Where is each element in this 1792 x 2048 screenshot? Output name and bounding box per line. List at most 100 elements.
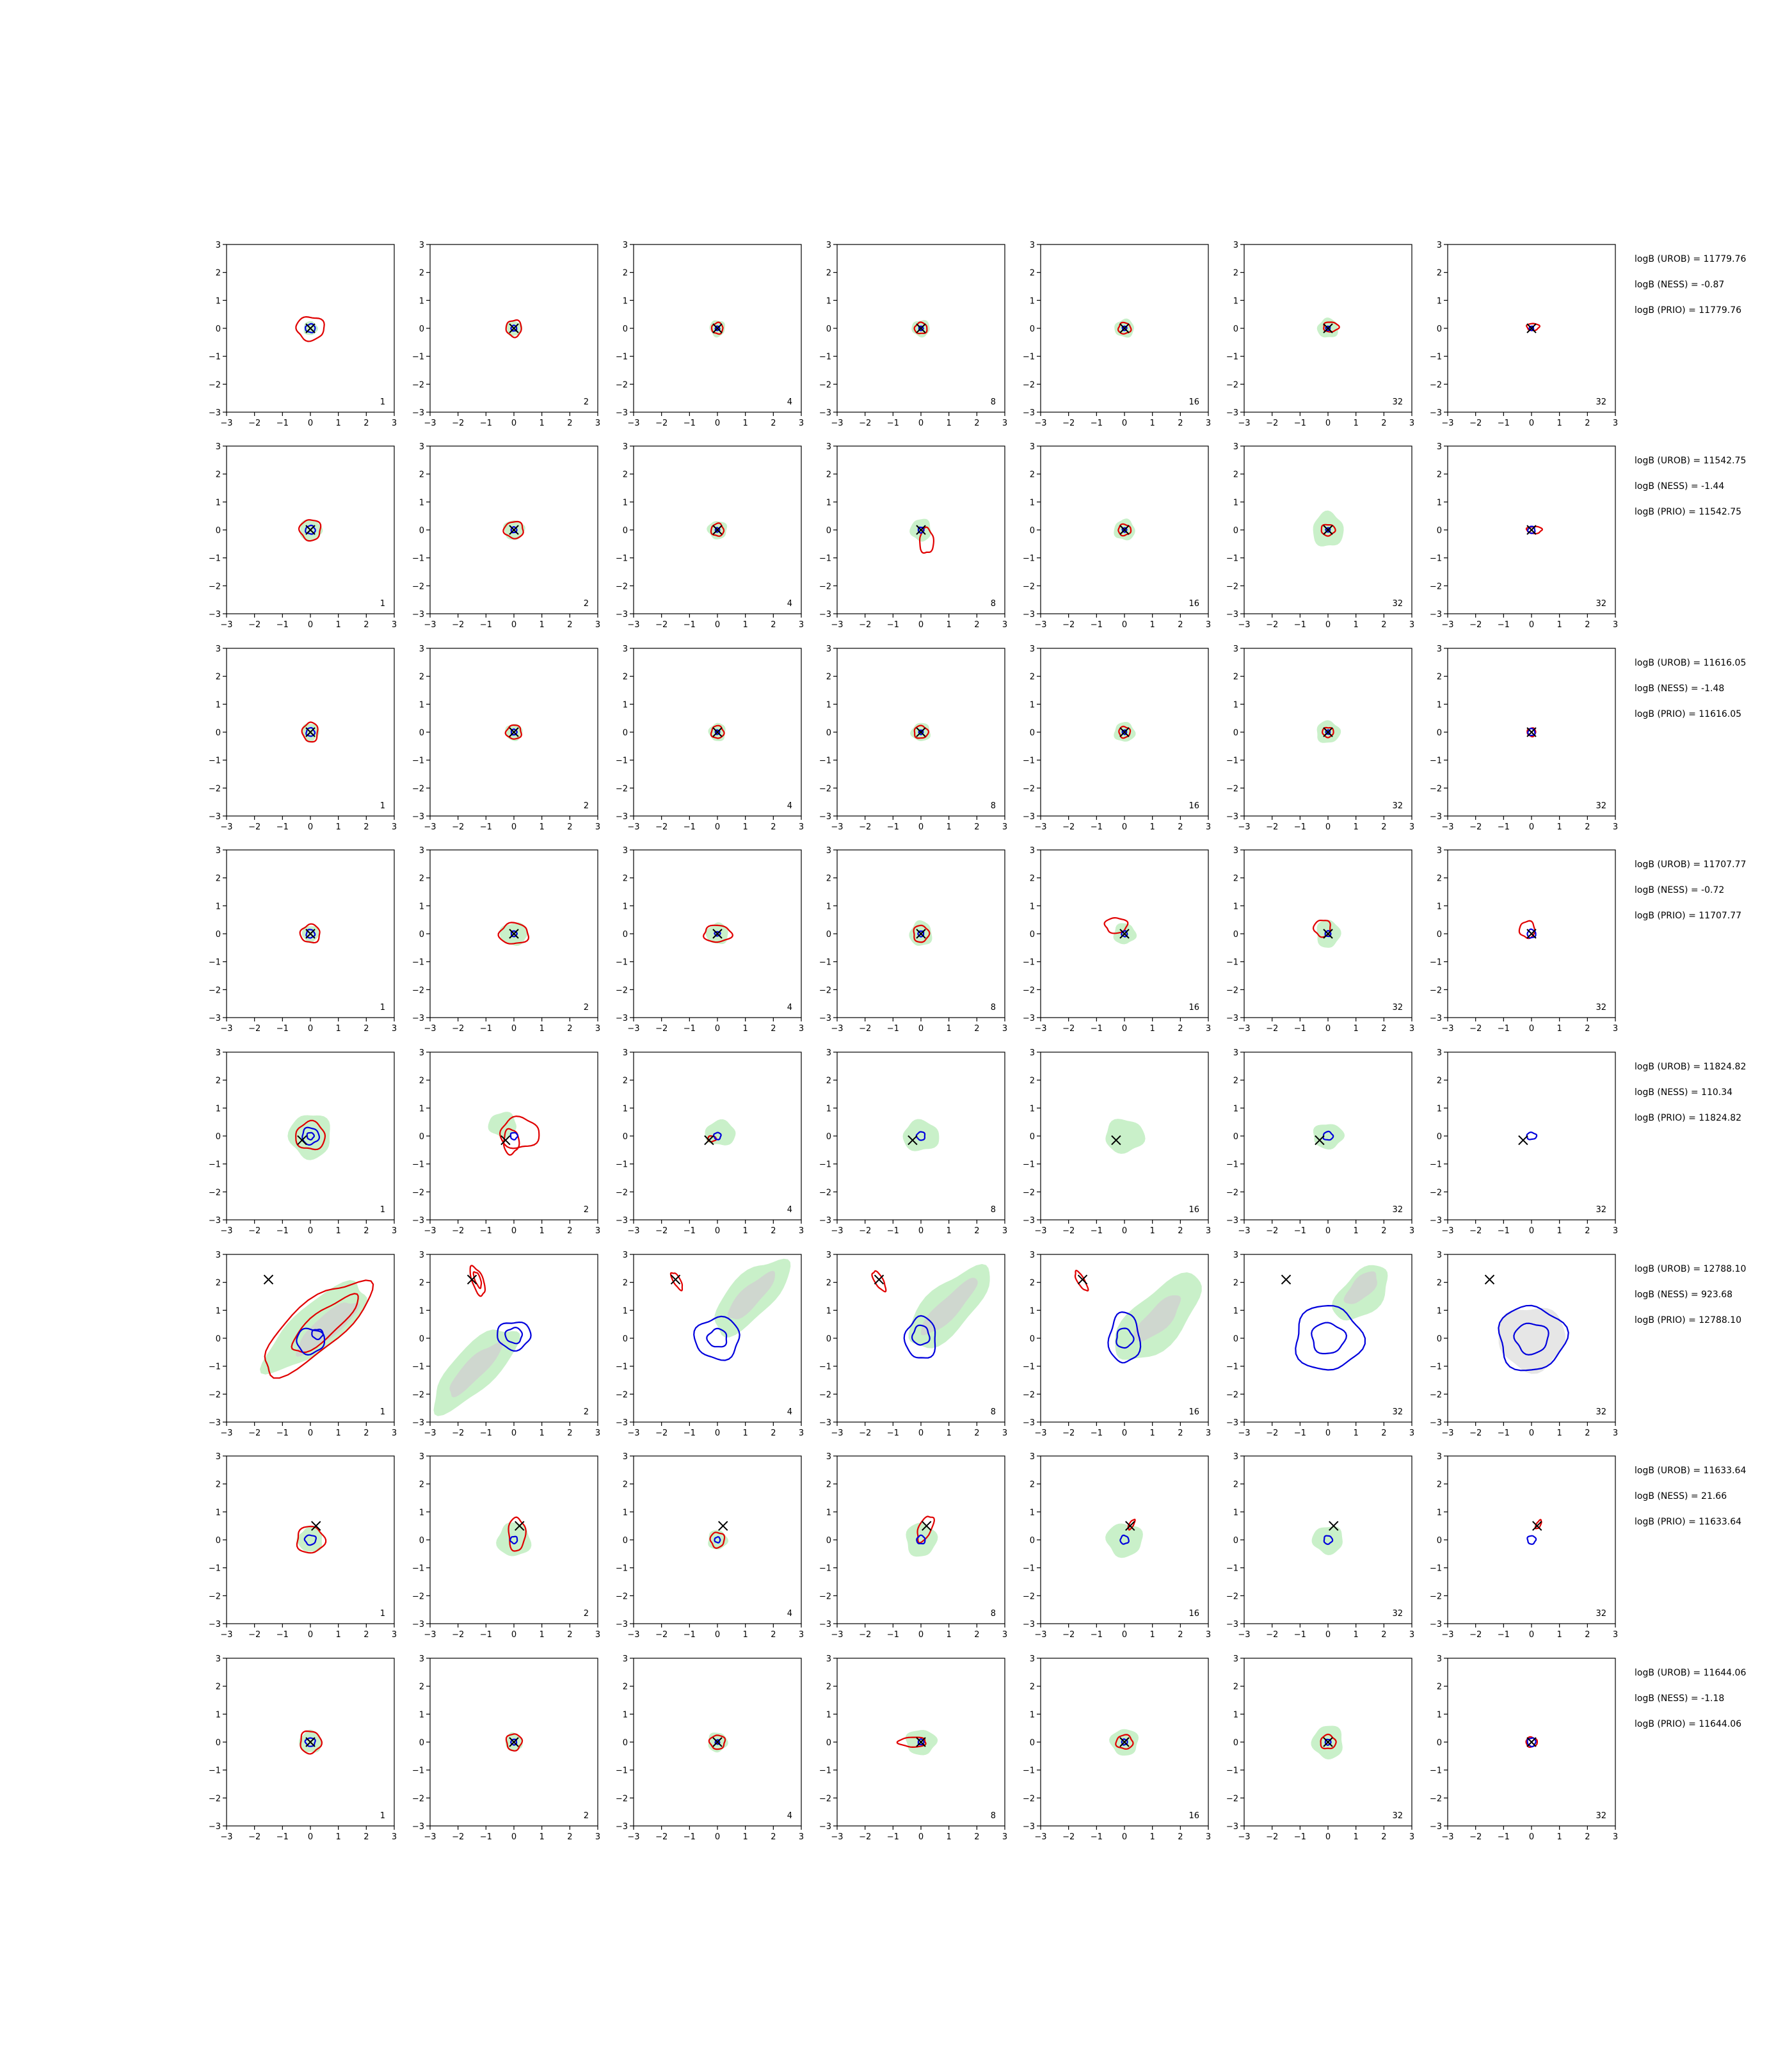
y-tick-label: −3	[819, 408, 831, 418]
y-tick-label: 3	[419, 1452, 424, 1462]
y-tick-label: 3	[1233, 1048, 1238, 1058]
y-tick-label: −2	[412, 1794, 424, 1804]
x-tick-label: −1	[480, 419, 492, 428]
blue-contour	[1526, 1737, 1537, 1748]
x-tick-label: 3	[1206, 1428, 1211, 1438]
y-tick-label: −1	[1430, 353, 1442, 362]
row-stat-1: logB (UROB) = 11644.06	[1635, 1668, 1746, 1678]
y-tick-label: 1	[1437, 1710, 1442, 1720]
y-tick-label: 2	[826, 1279, 831, 1288]
x-tick-label: 0	[308, 620, 313, 630]
y-tick-label: 3	[419, 1048, 424, 1058]
y-tick-label: −2	[616, 1592, 628, 1601]
red-contour	[1117, 321, 1132, 335]
red-contour	[1117, 523, 1132, 537]
x-tick-label: 2	[364, 1024, 369, 1034]
y-tick-label: −1	[1226, 756, 1238, 766]
x-tick-label: 0	[511, 1024, 516, 1034]
y-tick-label: 1	[1233, 498, 1238, 508]
true-value-marker	[916, 525, 926, 535]
x-tick-label: −1	[276, 1226, 289, 1236]
subplot-r4-c6: −3−3 −2 −2 −1 −1 0 0 1 1 2 2 3 3 32	[1226, 846, 1414, 1034]
x-tick-label: 2	[1381, 1428, 1386, 1438]
row-stat-2: logB (NESS) = 21.66	[1635, 1491, 1727, 1501]
blue-contour	[305, 524, 316, 535]
y-tick-label: −2	[1023, 1794, 1035, 1804]
panel-corner-label: 16	[1188, 1205, 1199, 1215]
y-tick-label: 1	[623, 902, 628, 911]
x-tick-label: 2	[771, 419, 776, 428]
x-tick-label: 2	[1178, 1630, 1183, 1640]
x-tick-label: 2	[1381, 620, 1386, 630]
y-tick-label: −2	[1430, 1794, 1442, 1804]
subplot-r2-c7: −3−3 −2 −2 −1 −1 0 0 1 1 2 2 3 3 32	[1430, 442, 1618, 630]
blue-contour	[916, 1534, 926, 1545]
true-value-marker	[509, 929, 519, 939]
x-tick-label: −1	[684, 1630, 696, 1640]
x-tick-label: 3	[1002, 620, 1007, 630]
y-tick-label: −3	[616, 610, 628, 620]
y-tick-label: 0	[623, 324, 628, 334]
x-tick-label: 0	[1122, 1630, 1127, 1640]
x-tick-label: −3	[424, 620, 436, 630]
plot-area	[430, 1052, 598, 1220]
row-stat-1: logB (UROB) = 11779.76	[1635, 254, 1746, 264]
y-tick-label: 3	[1030, 1452, 1035, 1462]
x-tick-label: 2	[1381, 1226, 1386, 1236]
subplot-r5-c1: −3−3 −2 −2 −1 −1 0 0 1 1 2 2 3 3 1	[209, 1048, 397, 1236]
x-tick-label: −1	[480, 1630, 492, 1640]
subplot-r8-c6: −3−3 −2 −2 −1 −1 0 0 1 1 2 2 3 3 32	[1226, 1654, 1414, 1842]
y-tick-label: 1	[1030, 1710, 1035, 1720]
y-tick-label: −3	[209, 1822, 221, 1832]
x-tick-label: 1	[1150, 1832, 1155, 1842]
y-tick-label: 0	[216, 1738, 221, 1748]
x-tick-label: 3	[799, 1428, 804, 1438]
blue-contour	[1526, 1535, 1537, 1545]
y-tick-label: −1	[412, 353, 424, 362]
x-tick-label: 1	[947, 1226, 952, 1236]
blue-contour	[1323, 1535, 1334, 1546]
x-tick-label: −1	[1498, 1024, 1510, 1034]
x-tick-label: −3	[1441, 1832, 1453, 1842]
y-tick-label: −3	[412, 1216, 424, 1226]
subplot-r8-c2: −3−3 −2 −2 −1 −1 0 0 1 1 2 2 3 3 2	[412, 1654, 600, 1842]
panel-corner-label: 32	[1596, 801, 1606, 811]
true-value-marker	[1323, 525, 1333, 535]
y-tick-label: 3	[1030, 442, 1035, 452]
y-tick-label: 3	[623, 1048, 628, 1058]
x-tick-label: 2	[567, 1832, 572, 1842]
true-value-marker	[712, 929, 723, 939]
x-tick-label: −2	[452, 419, 464, 428]
y-tick-label: −3	[1430, 408, 1442, 418]
y-tick-label: 0	[419, 930, 424, 940]
x-tick-label: 3	[1002, 1024, 1007, 1034]
red-contour	[913, 724, 930, 739]
x-tick-label: −3	[1441, 419, 1453, 428]
true-value-marker	[305, 323, 316, 333]
y-tick-label: 0	[1233, 1132, 1238, 1142]
red-contour	[1320, 1733, 1337, 1750]
x-tick-label: 2	[364, 1630, 369, 1640]
x-tick-label: 1	[1354, 1226, 1359, 1236]
panel-corner-label: 2	[584, 599, 589, 609]
true-value-marker	[1532, 1521, 1542, 1531]
y-tick-label: 3	[826, 1048, 831, 1058]
red-contour	[1127, 1518, 1136, 1531]
y-tick-label: 2	[216, 1076, 221, 1086]
x-tick-label: 3	[799, 620, 804, 630]
x-tick-label: 3	[1613, 419, 1618, 428]
x-tick-label: 3	[1206, 1024, 1211, 1034]
y-tick-label: −3	[1226, 408, 1238, 418]
panel-corner-label: 1	[380, 1407, 385, 1417]
y-tick-label: −3	[1226, 1418, 1238, 1428]
y-tick-label: −3	[412, 1014, 424, 1023]
x-tick-label: −3	[831, 1024, 843, 1034]
x-tick-label: −2	[1062, 620, 1075, 630]
x-tick-label: 1	[743, 620, 748, 630]
y-tick-label: 0	[419, 324, 424, 334]
row-stat-1: logB (UROB) = 11707.77	[1635, 860, 1746, 870]
x-tick-label: 2	[771, 1428, 776, 1438]
true-value-marker	[305, 929, 316, 939]
x-tick-label: 3	[1409, 419, 1414, 428]
y-tick-label: 1	[826, 1710, 831, 1720]
